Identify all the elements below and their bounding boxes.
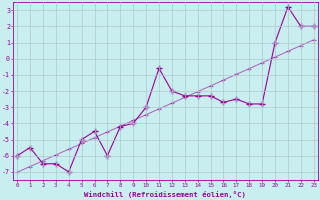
X-axis label: Windchill (Refroidissement éolien,°C): Windchill (Refroidissement éolien,°C) <box>84 191 246 198</box>
